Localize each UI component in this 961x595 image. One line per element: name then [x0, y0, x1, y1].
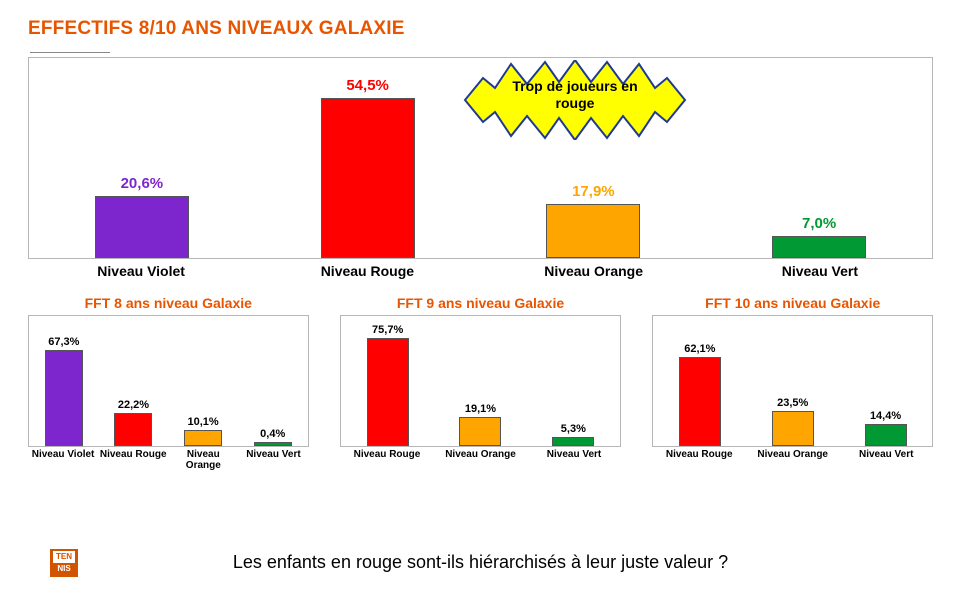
sub-bar-label: Niveau Violet [28, 449, 98, 471]
sub-chart-box: 75,7% 19,1%5,3% [340, 315, 621, 447]
main-bar-2: 17,9% [481, 183, 707, 258]
sub-bar: 10,1% [168, 416, 238, 446]
sub-bar-rect [552, 437, 594, 446]
sub-bar: 23,5% [746, 397, 839, 446]
sub-bar-value: 10,1% [168, 416, 238, 428]
sub-bar-label: Niveau Vert [839, 449, 933, 460]
page-title: EFFECTIFS 8/10 ANS NIVEAUX GALAXIE [28, 18, 933, 40]
sub-bar-value: 75,7% [341, 324, 434, 336]
main-chart: 20,6% 54,5% 17,9% 7,0% [28, 57, 933, 259]
sub-bar-label: Niveau Rouge [340, 449, 434, 460]
sub-chart-2: FFT 10 ans niveau Galaxie 62,1% 23,5%14,4%… [652, 295, 933, 471]
sub-bar-value: 0,4% [238, 428, 308, 440]
sub-bar-label: Niveau Orange [434, 449, 528, 460]
main-bar-value: 7,0% [706, 215, 932, 232]
main-chart-labels: Niveau Violet Niveau Rouge Niveau Orange Ni… [28, 263, 933, 279]
question-text: Les enfants en rouge sont-ils hiérarchis… [0, 552, 961, 573]
sub-bar-label: Niveau Vert [238, 449, 308, 471]
sub-chart-labels: Niveau RougeNiveau OrangeNiveau Vert [652, 449, 933, 460]
title-rule [30, 52, 110, 53]
logo-top: TEN [53, 551, 75, 563]
main-bar-3: 7,0% [706, 215, 932, 258]
sub-bar-rect [254, 442, 292, 446]
main-bar-rect [321, 98, 415, 258]
sub-chart-title: FFT 10 ans niveau Galaxie [652, 295, 933, 311]
sub-bar: 19,1% [434, 403, 527, 446]
sub-bar-value: 62,1% [653, 343, 746, 355]
sub-bar-value: 5,3% [527, 423, 620, 435]
sub-bar: 0,4% [238, 428, 308, 446]
sub-bar-rect [184, 430, 222, 446]
main-bar-1: 54,5% [255, 77, 481, 258]
main-bar-0: 20,6% [29, 175, 255, 258]
sub-bar-label: Niveau Vert [527, 449, 621, 460]
sub-bar: 75,7% [341, 324, 434, 446]
sub-chart-labels: Niveau RougeNiveau OrangeNiveau Vert [340, 449, 621, 460]
sub-bar: 5,3% [527, 423, 620, 446]
sub-bar-label: Niveau Orange [168, 449, 238, 471]
main-bar-rect [546, 204, 640, 258]
sub-bar: 62,1% [653, 343, 746, 446]
tennis-logo: TEN NIS [50, 549, 78, 577]
sub-chart-box: 62,1% 23,5%14,4% [652, 315, 933, 447]
sub-bar-rect [865, 424, 907, 446]
sub-chart-labels: Niveau VioletNiveau RougeNiveau OrangeNi… [28, 449, 309, 471]
main-bar-label: Niveau Violet [37, 263, 245, 279]
sub-bar: 67,3% [29, 336, 99, 446]
main-bar-label: Niveau Orange [490, 263, 698, 279]
sub-bar-rect [114, 413, 152, 446]
sub-bar-rect [367, 338, 409, 446]
sub-bar-label: Niveau Rouge [98, 449, 168, 471]
sub-bar-rect [772, 411, 814, 446]
sub-chart-1: FFT 9 ans niveau Galaxie 75,7% 19,1%5,3% Ni… [340, 295, 621, 471]
sub-bar-value: 22,2% [99, 399, 169, 411]
sub-bar-rect [679, 357, 721, 446]
sub-chart-0: FFT 8 ans niveau Galaxie 67,3% 22,2% 10,1%0… [28, 295, 309, 471]
sub-bar-label: Niveau Rouge [652, 449, 746, 460]
sub-bar-value: 19,1% [434, 403, 527, 415]
main-bar-label: Niveau Rouge [263, 263, 471, 279]
sub-bar-value: 67,3% [29, 336, 99, 348]
main-bar-label: Niveau Vert [716, 263, 924, 279]
sub-bar-value: 23,5% [746, 397, 839, 409]
sub-chart-title: FFT 9 ans niveau Galaxie [340, 295, 621, 311]
sub-bar: 22,2% [99, 399, 169, 446]
logo-bottom: NIS [53, 563, 75, 575]
sub-bar-rect [45, 350, 83, 446]
main-bar-value: 20,6% [29, 175, 255, 192]
sub-bar-label: Niveau Orange [746, 449, 840, 460]
main-bar-value: 54,5% [255, 77, 481, 94]
main-bar-rect [95, 196, 189, 258]
main-bar-rect [772, 236, 866, 258]
sub-bar: 14,4% [839, 410, 932, 446]
sub-chart-box: 67,3% 22,2% 10,1%0,4% [28, 315, 309, 447]
sub-chart-title: FFT 8 ans niveau Galaxie [28, 295, 309, 311]
sub-bar-value: 14,4% [839, 410, 932, 422]
sub-charts-row: FFT 8 ans niveau Galaxie 67,3% 22,2% 10,1%0… [28, 295, 933, 471]
sub-bar-rect [459, 417, 501, 446]
main-bar-value: 17,9% [481, 183, 707, 200]
